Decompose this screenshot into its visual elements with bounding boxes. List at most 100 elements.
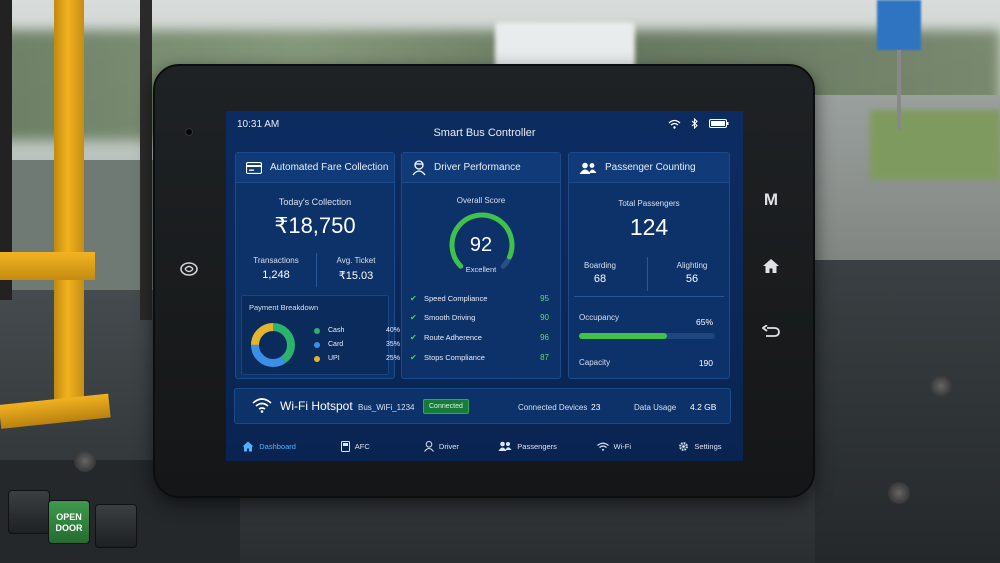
- app-title: Smart Bus Controller: [433, 127, 536, 139]
- console-knob: [74, 450, 96, 472]
- metric-value: 90: [540, 313, 549, 322]
- home-hardware-button[interactable]: [759, 258, 783, 279]
- passengers-icon: [579, 162, 597, 174]
- nav-wifi[interactable]: Wi-Fi: [571, 431, 657, 461]
- wifi-title: Wi-Fi Hotspot: [280, 399, 353, 413]
- bus-ahead: [495, 22, 635, 68]
- ticket-machine-icon: [340, 440, 350, 452]
- usage-value: 4.2 GB: [690, 402, 717, 412]
- passengers-icon: [498, 441, 512, 451]
- camera-icon: [185, 128, 193, 136]
- wifi-icon: [668, 119, 681, 129]
- check-icon: ✔: [410, 353, 417, 362]
- legend-pct: 40%: [385, 327, 400, 334]
- divider: [574, 296, 724, 297]
- nav-label: Wi-Fi: [613, 441, 632, 451]
- wifi-ssid: Bus_WiFi_1234: [358, 403, 415, 412]
- passenger-title: Passenger Counting: [605, 162, 696, 173]
- metric-value: 96: [540, 333, 549, 342]
- metric-label: Route Adherence: [424, 333, 482, 342]
- open-door-button: OPEN DOOR: [48, 500, 90, 544]
- passenger-card[interactable]: Passenger Counting Total Passengers 124 …: [568, 152, 730, 379]
- capacity-value: 190: [698, 358, 713, 368]
- legend-row-cash: Cash 40%: [314, 327, 400, 334]
- payment-breakdown-title: Payment Breakdown: [249, 303, 319, 312]
- metric-value: 95: [540, 294, 549, 303]
- check-icon: ✔: [410, 333, 417, 342]
- alighting-value: 56: [685, 273, 699, 285]
- score-rating: Excellent: [465, 265, 497, 274]
- legend-pct: 35%: [385, 341, 400, 348]
- donut-slice-upi: [251, 323, 295, 367]
- road-sign: [877, 0, 921, 50]
- total-passengers-value: 124: [629, 214, 669, 240]
- battery-icon: [709, 119, 729, 128]
- boarding-value: 68: [593, 273, 607, 285]
- nav-label: Driver: [438, 441, 459, 451]
- console-button: [95, 504, 137, 548]
- legend-label: UPI: [328, 355, 340, 362]
- driver-card[interactable]: Driver Performance Overall Score 92 Exce…: [401, 152, 561, 379]
- afc-card[interactable]: Automated Fare Collection Today's Collec…: [235, 152, 400, 379]
- today-collection-value: ₹18,750: [274, 213, 356, 238]
- afc-card-header: Automated Fare Collection: [236, 153, 394, 183]
- nav-dashboard[interactable]: Dashboard: [226, 431, 312, 461]
- wifi-icon: [596, 442, 609, 451]
- nav-passengers[interactable]: Passengers: [485, 431, 571, 461]
- today-collection-label: Today's Collection: [278, 197, 352, 207]
- wifi-hotspot-bar[interactable]: Wi-Fi Hotspot Bus_WiFi_1234 Connected Co…: [234, 388, 731, 424]
- metric-row: ✔ Route Adherence 96: [410, 333, 549, 342]
- occupancy-fill: [579, 333, 668, 339]
- driver-icon: [424, 440, 434, 452]
- wifi-hotspot-icon: [252, 398, 272, 413]
- legend-label: Cash: [328, 327, 345, 334]
- legend-pct: 25%: [385, 355, 400, 362]
- passenger-card-header: Passenger Counting: [569, 153, 729, 183]
- metric-row: ✔ Speed Compliance 95: [410, 294, 549, 303]
- metric-value: 87: [540, 353, 549, 362]
- legend-label: Card: [328, 341, 344, 348]
- devices-label: Connected Devices: [518, 403, 588, 412]
- score-gauge: [449, 212, 515, 269]
- devices-value: 23: [591, 402, 601, 412]
- payment-breakdown-panel: Payment Breakdown Cash 40% Card 35% UPI …: [241, 295, 400, 375]
- metric-label: Stops Compliance: [424, 353, 485, 362]
- status-time: 10:31 AM: [237, 119, 280, 130]
- metric-label: Speed Compliance: [424, 294, 488, 303]
- avg-ticket-label: Avg. Ticket: [336, 256, 376, 265]
- nav-driver[interactable]: Driver: [398, 431, 484, 461]
- nav-label: Dashboard: [259, 441, 296, 451]
- menu-hardware-button[interactable]: M: [763, 190, 779, 209]
- bottom-nav: Dashboard AFC Driver Passengers Wi-Fi Se…: [226, 431, 743, 461]
- dashboard-side-panel: [815, 260, 1000, 563]
- nav-label: Passengers: [517, 441, 557, 451]
- total-passengers-label: Total Passengers: [618, 199, 680, 208]
- check-icon: ✔: [410, 294, 417, 303]
- driver-icon: [412, 159, 426, 175]
- gear-icon: [679, 441, 689, 451]
- console-button: [8, 490, 50, 534]
- rugged-tablet: M 10:31 AM Smart Bus Controller Automate…: [153, 64, 815, 498]
- wifi-status-badge: Connected: [423, 399, 469, 414]
- window-frame: [140, 0, 152, 320]
- home-icon: [242, 441, 254, 451]
- occupancy-bar: [579, 333, 715, 339]
- back-hardware-button[interactable]: [759, 324, 783, 344]
- cash-dot: [314, 327, 320, 334]
- transactions-value: 1,248: [262, 269, 290, 281]
- card-payment-icon: [246, 161, 262, 174]
- yellow-handrail: [0, 252, 95, 280]
- capacity-label: Capacity: [579, 358, 611, 367]
- nav-afc[interactable]: AFC: [312, 431, 398, 461]
- overall-score-label: Overall Score: [456, 196, 506, 205]
- gauge-fill: [449, 212, 515, 269]
- dashboard-screen: 10:31 AM Smart Bus Controller Automated …: [226, 111, 743, 461]
- boarding-label: Boarding: [583, 261, 617, 270]
- nav-settings[interactable]: Settings: [657, 431, 743, 461]
- donut-slice-card: [251, 323, 295, 367]
- check-icon: ✔: [410, 313, 417, 322]
- divider: [647, 257, 648, 291]
- legend-row-card: Card 35%: [314, 341, 400, 348]
- score-value: 92: [469, 234, 493, 256]
- payment-donut-chart: [251, 323, 295, 367]
